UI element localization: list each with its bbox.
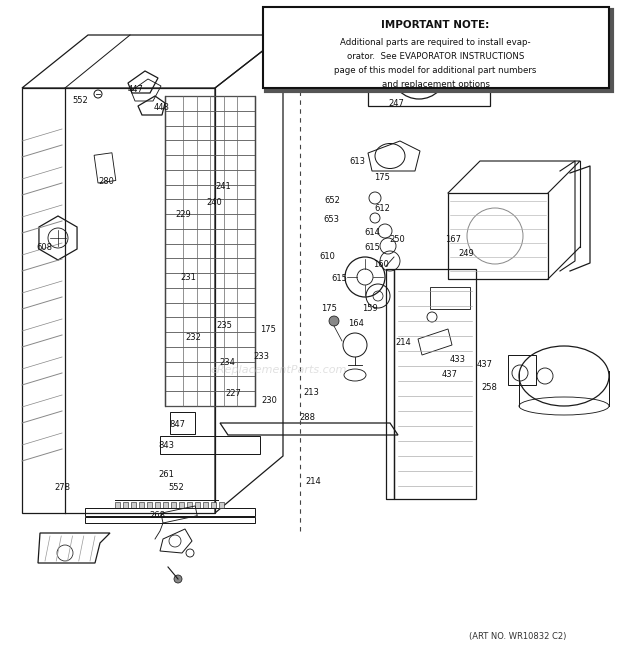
Bar — [139, 502, 144, 508]
FancyBboxPatch shape — [262, 7, 609, 89]
Bar — [94, 153, 116, 183]
Text: 608: 608 — [37, 243, 53, 252]
Bar — [368, 36, 490, 106]
Text: 447: 447 — [127, 85, 143, 95]
Text: 175: 175 — [321, 303, 337, 313]
Text: 214: 214 — [395, 338, 411, 347]
Text: 448: 448 — [153, 102, 169, 112]
FancyBboxPatch shape — [265, 10, 611, 91]
Text: 232: 232 — [185, 332, 202, 342]
Text: 652: 652 — [324, 196, 340, 206]
Bar — [160, 436, 260, 454]
Text: IMPORTANT NOTE:: IMPORTANT NOTE: — [381, 20, 490, 30]
Bar — [171, 502, 176, 508]
Text: 227: 227 — [226, 389, 242, 398]
Text: 268: 268 — [149, 511, 166, 520]
Text: 160: 160 — [373, 260, 389, 269]
Text: 288: 288 — [299, 413, 316, 422]
Text: 847: 847 — [169, 420, 185, 429]
Text: 231: 231 — [180, 273, 196, 282]
Bar — [179, 502, 184, 508]
Text: (ART NO. WR10832 C2): (ART NO. WR10832 C2) — [469, 632, 567, 641]
Text: 175: 175 — [260, 325, 276, 334]
Text: 213: 213 — [303, 388, 319, 397]
Text: 261: 261 — [158, 470, 174, 479]
Text: 249: 249 — [458, 249, 474, 258]
Bar — [85, 508, 255, 516]
Text: 552: 552 — [73, 96, 89, 105]
Text: 437: 437 — [477, 360, 493, 369]
Bar — [219, 502, 224, 508]
Text: orator.  See EVAPORATOR INSTRUCTIONS: orator. See EVAPORATOR INSTRUCTIONS — [347, 52, 525, 61]
Text: 615: 615 — [332, 274, 348, 284]
Bar — [163, 502, 168, 508]
Text: Additional parts are required to install evap-: Additional parts are required to install… — [340, 38, 531, 47]
Bar — [508, 355, 536, 385]
Text: 613: 613 — [349, 157, 365, 166]
Text: 240: 240 — [206, 198, 222, 207]
Bar — [187, 502, 192, 508]
Text: page of this model for additional part numbers: page of this model for additional part n… — [334, 66, 537, 75]
Text: 614: 614 — [364, 228, 380, 237]
Text: and replacement options: and replacement options — [381, 80, 490, 89]
Text: 610: 610 — [319, 252, 335, 261]
Text: 167: 167 — [445, 235, 461, 244]
Text: 234: 234 — [219, 358, 236, 367]
Text: 159: 159 — [361, 303, 378, 313]
Bar — [430, 287, 470, 309]
Text: 235: 235 — [216, 321, 232, 330]
Text: 437: 437 — [442, 369, 458, 379]
Bar — [386, 269, 394, 499]
Text: 250: 250 — [389, 235, 405, 244]
Text: 214: 214 — [306, 477, 322, 486]
Bar — [203, 502, 208, 508]
Circle shape — [329, 316, 339, 326]
Text: 247: 247 — [389, 98, 405, 108]
Text: 175: 175 — [374, 173, 390, 182]
Bar — [161, 506, 197, 523]
Text: eReplacementParts.com: eReplacementParts.com — [211, 365, 347, 375]
Text: 612: 612 — [374, 204, 390, 214]
Bar — [131, 502, 136, 508]
Text: 278: 278 — [54, 483, 70, 492]
Circle shape — [174, 575, 182, 583]
Text: 258: 258 — [482, 383, 498, 392]
Bar — [195, 502, 200, 508]
Text: 164: 164 — [348, 319, 364, 329]
Text: 843: 843 — [158, 441, 174, 450]
Text: 280: 280 — [99, 176, 115, 186]
Text: 615: 615 — [364, 243, 380, 252]
Bar — [211, 502, 216, 508]
Bar — [165, 96, 255, 406]
Text: 233: 233 — [254, 352, 270, 362]
Bar — [147, 502, 152, 508]
Text: 552: 552 — [169, 483, 185, 492]
Text: 653: 653 — [323, 215, 339, 224]
Text: 241: 241 — [215, 182, 231, 191]
Bar — [170, 412, 195, 434]
Text: 230: 230 — [262, 396, 278, 405]
Text: 229: 229 — [175, 210, 191, 219]
Bar — [115, 502, 120, 508]
Bar — [123, 502, 128, 508]
Bar — [85, 517, 255, 523]
Text: 433: 433 — [450, 355, 466, 364]
Bar — [155, 502, 160, 508]
